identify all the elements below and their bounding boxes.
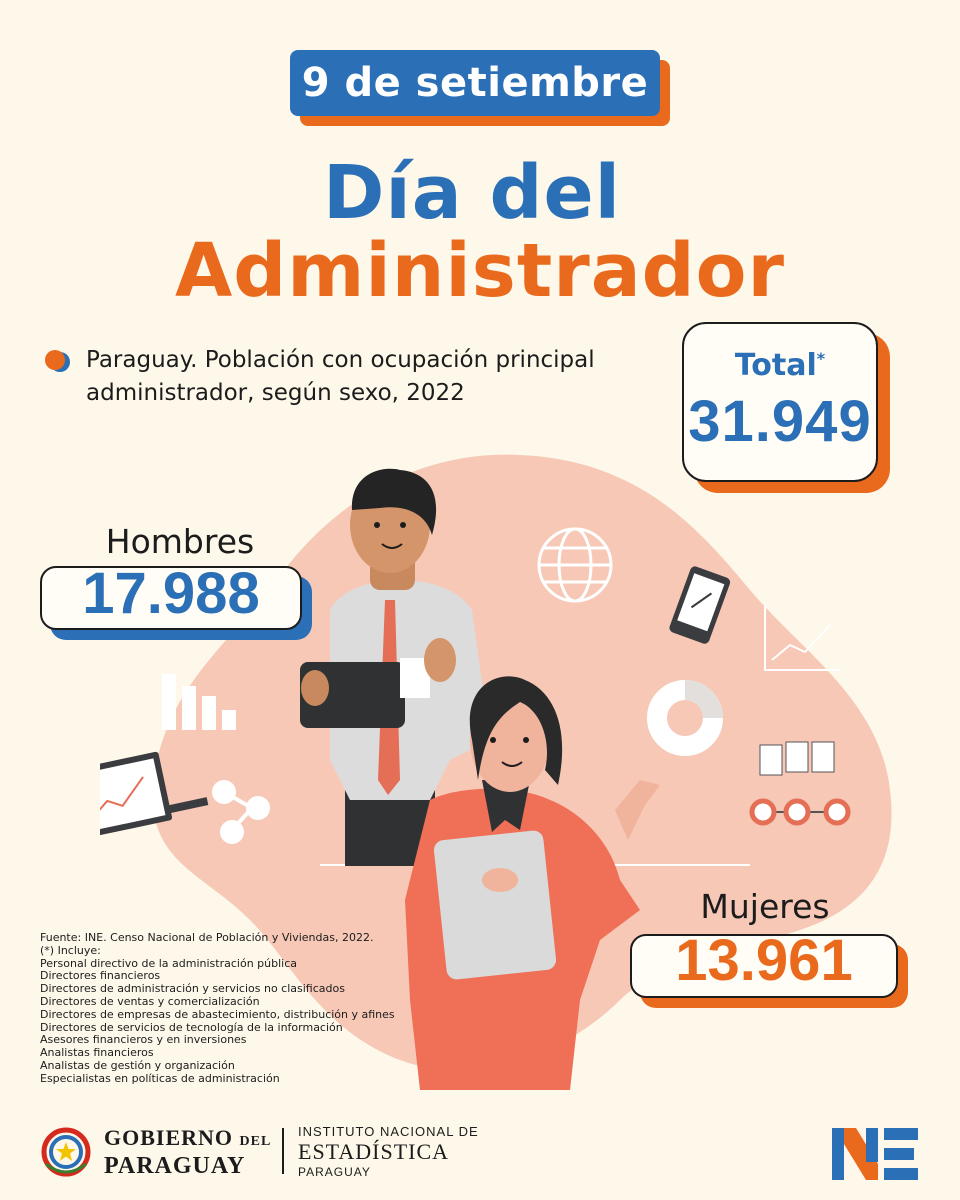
gov-line1: GOBIERNO DEL: [104, 1126, 271, 1154]
footnote-item: Directores de administración y servicios…: [40, 982, 345, 996]
page-title-line1: Día del: [322, 150, 621, 236]
paraguay-coat-of-arms-icon: [41, 1127, 91, 1177]
gov-word-gobierno: GOBIERNO: [104, 1125, 234, 1150]
subtitle-line1: Paraguay. Población con ocupación princi…: [86, 347, 595, 373]
gov-logo-text: GOBIERNO DEL PARAGUAY: [104, 1126, 271, 1179]
hombres-box: [40, 566, 302, 630]
subtitle-line2: administrador, según sexo, 2022: [86, 380, 465, 406]
share-icon: [212, 780, 270, 844]
illustration: [100, 454, 892, 1090]
footnote-item: Asesores financieros y en inversiones: [40, 1033, 247, 1047]
mujeres-value: 13.961: [675, 928, 853, 993]
woman-figure: [405, 676, 660, 1090]
donut-chart-icon: [647, 680, 723, 756]
process-icon: [749, 741, 851, 826]
page-title-line2: Administrador: [175, 228, 785, 314]
ine-line2: ESTADÍSTICA: [298, 1139, 450, 1164]
ine-line3: PARAGUAY: [298, 1165, 371, 1179]
mujeres-box: [630, 934, 898, 998]
ine-logo-icon: [832, 1128, 918, 1180]
globe-icon: [537, 527, 613, 603]
footnote-item: Directores financieros: [40, 969, 161, 983]
gov-line2: PARAGUAY: [104, 1153, 246, 1179]
date-badge: 9 de setiembre: [290, 50, 660, 116]
footnote-item: Directores de servicios de tecnología de…: [40, 1020, 343, 1034]
phone-icon: [669, 566, 731, 644]
bar-chart-icon: [162, 674, 236, 730]
gov-word-del: DEL: [239, 1134, 272, 1149]
footnote-item: Directores de empresas de abastecimiento…: [40, 1007, 395, 1021]
footnote-item: Especialistas en políticas de administra…: [40, 1071, 280, 1085]
line-chart-icon: [764, 605, 840, 671]
footnote-item: Analistas de gestión y organización: [40, 1058, 235, 1072]
ine-line1: INSTITUTO NACIONAL DE: [298, 1124, 479, 1139]
hombres-value: 17.988: [82, 561, 260, 626]
subtitle: Paraguay. Población con ocupación princi…: [86, 344, 666, 410]
footnote-source: Fuente: INE. Censo Nacional de Población…: [40, 931, 374, 944]
total-value: 31.949: [688, 389, 872, 454]
footnote-item: Analistas financieros: [40, 1046, 154, 1060]
footnote-item: Personal directivo de la administración …: [40, 956, 298, 970]
footnote: Fuente: INE. Censo Nacional de Población…: [40, 931, 420, 1086]
total-label: Total*: [682, 348, 878, 383]
total-card: [682, 322, 878, 482]
man-figure: [300, 468, 490, 866]
ine-logo-text: INSTITUTO NACIONAL DE ESTADÍSTICA PARAGU…: [298, 1124, 479, 1179]
footer-divider: [282, 1128, 284, 1174]
footnote-item: Directores de ventas y comercialización: [40, 994, 260, 1008]
total-asterisk: *: [816, 349, 826, 368]
bullet-dot: [45, 350, 65, 370]
total-label-text: Total: [734, 348, 817, 383]
mujeres-label: Mujeres: [700, 887, 830, 926]
hombres-label: Hombres: [105, 522, 255, 561]
laptop-icon: [100, 751, 209, 838]
footnote-includes: (*) Incluye:: [40, 943, 101, 957]
